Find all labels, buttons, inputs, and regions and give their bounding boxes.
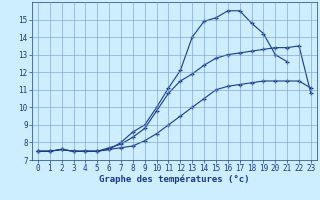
X-axis label: Graphe des températures (°c): Graphe des températures (°c)	[99, 175, 250, 184]
